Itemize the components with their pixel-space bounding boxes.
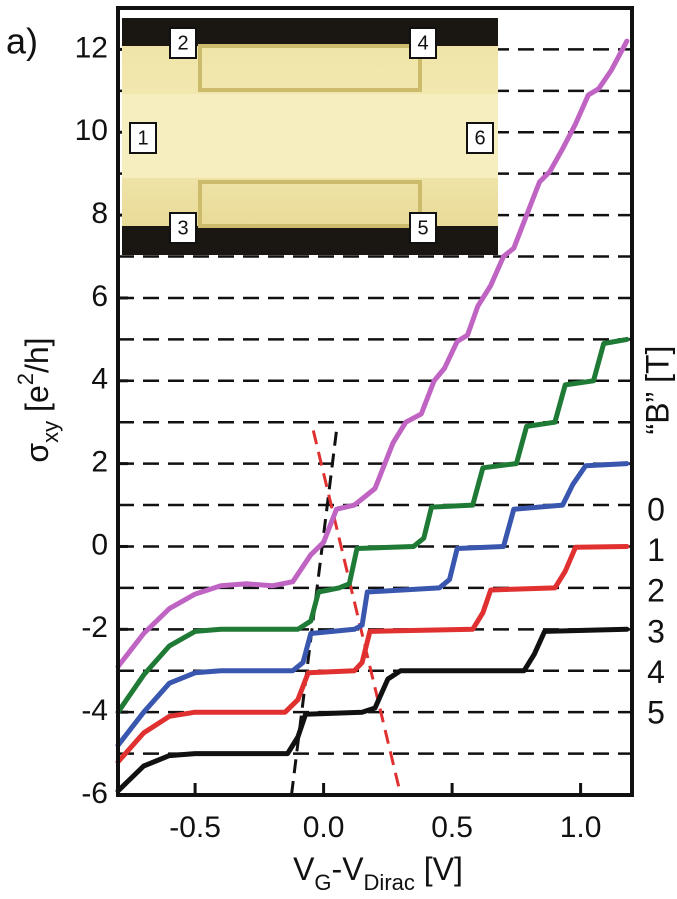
inset-label-box: [409, 212, 437, 244]
label-part: [V]: [415, 851, 463, 887]
label-part: xy: [38, 421, 63, 443]
data-line: [115, 626, 630, 794]
inset-label: 4: [417, 32, 428, 54]
inset-frame: [198, 44, 422, 92]
inset-label-box: [466, 122, 494, 154]
legend: 0 1 2 3 4 5: [647, 491, 665, 730]
label-part: /h]: [19, 337, 55, 373]
data-line: [115, 461, 630, 748]
label-part: 2: [13, 373, 38, 385]
panel-label: a): [6, 21, 38, 62]
y-tick-label: -4: [81, 694, 108, 727]
y-tick-label: 4: [91, 363, 108, 396]
inset-label-box: [169, 212, 197, 244]
inset-label: 5: [417, 217, 428, 239]
legend-value: 4: [647, 654, 665, 690]
inset-channel: [122, 94, 498, 178]
label-part: σ: [19, 443, 55, 463]
guide-line: [311, 430, 403, 796]
label-part: V: [293, 851, 315, 887]
legend-value: 5: [647, 694, 665, 730]
x-tick-label: -0.5: [169, 811, 221, 844]
inset-label-box: [129, 122, 157, 154]
inset-label: 6: [474, 127, 485, 149]
label-part: Dirac: [364, 870, 415, 895]
y-tick-label: 12: [75, 31, 108, 64]
y-axis-label: σxy [e2/h]: [13, 337, 63, 462]
x-tick-label: 0.5: [431, 811, 473, 844]
inset-label-box: [169, 27, 197, 59]
y-tick-label: 6: [91, 280, 108, 313]
data-line: [115, 336, 630, 715]
data-line: [115, 544, 630, 765]
legend-value: 2: [647, 573, 665, 609]
legend-value: 0: [647, 491, 665, 527]
axis-frame: [116, 6, 634, 797]
label-part: -V: [332, 851, 365, 887]
label-part: G: [314, 870, 331, 895]
x-tick-label: 1.0: [560, 811, 602, 844]
inset-label-box: [409, 27, 437, 59]
inset-frame: [198, 180, 422, 228]
inset-label: 3: [177, 217, 188, 239]
y-tick-label: 10: [75, 114, 108, 147]
y-tick-label: -6: [81, 777, 108, 810]
inset-label: 2: [177, 32, 188, 54]
legend-value: 1: [647, 532, 665, 568]
data-line: [115, 38, 630, 670]
y-tick-label: 8: [91, 197, 108, 230]
y-tick-label: -2: [81, 611, 108, 644]
legend-value: 3: [647, 613, 665, 649]
legend-title: “B” [T]: [639, 346, 675, 435]
y-tick-label: 0: [91, 528, 108, 561]
label-part: [e: [19, 385, 55, 421]
inset-photo: 1 2 3 4 5 6: [122, 18, 498, 255]
y-tick-label: 2: [91, 446, 108, 479]
x-axis-label: VG-VDirac [V]: [293, 851, 463, 895]
x-tick-label: 0.0: [303, 811, 345, 844]
inset-label: 1: [137, 127, 148, 149]
